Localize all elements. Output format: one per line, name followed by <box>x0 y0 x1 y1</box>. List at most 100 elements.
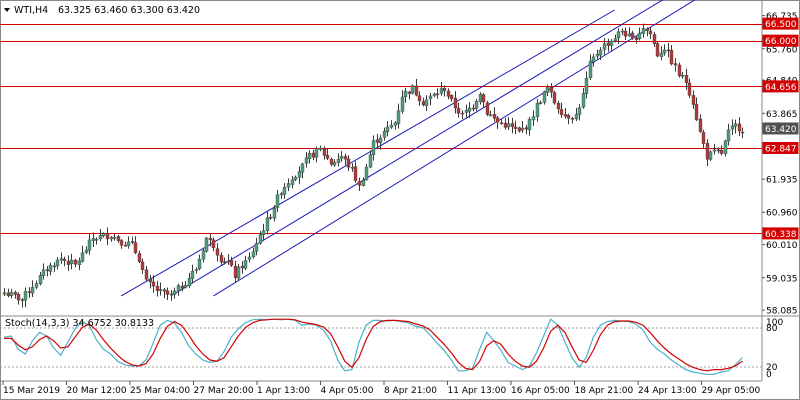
level-label-1: 66.000 <box>765 37 797 47</box>
candle-body <box>726 129 731 142</box>
candle-body <box>318 147 323 150</box>
horizontal-levels <box>0 24 762 234</box>
level-label-4: 60.338 <box>765 230 797 240</box>
ohlc-readout: 63.325 63.460 63.300 63.420 <box>58 5 200 16</box>
candle-body <box>400 96 405 112</box>
time-tick-label: 20 Mar 12:00 <box>67 386 127 396</box>
candle-body <box>314 148 319 158</box>
candle-body <box>588 60 593 78</box>
candle-body <box>201 250 206 260</box>
candle-body <box>488 114 493 117</box>
time-tick-label: 16 Apr 05:00 <box>511 386 570 396</box>
stoch-scale-80: 80 <box>766 324 778 334</box>
candle-body <box>94 238 99 241</box>
candle-body <box>162 289 167 292</box>
candle-body <box>602 43 607 50</box>
candle-body <box>155 285 160 291</box>
candle-body <box>613 38 618 42</box>
candle-body <box>353 166 358 181</box>
candle-body <box>684 75 689 83</box>
candle-body <box>417 95 422 102</box>
candle-body <box>694 104 699 120</box>
candle-body <box>677 64 682 77</box>
time-tick-label: 18 Apr 21:00 <box>575 386 634 396</box>
candle-body <box>62 258 67 261</box>
candle-body <box>282 187 287 195</box>
candle-body <box>346 158 351 168</box>
candle-body <box>123 245 128 247</box>
candle-body <box>27 291 32 293</box>
candle-body <box>446 90 451 97</box>
candle-body <box>45 269 50 271</box>
stoch-scale-0: 0 <box>766 370 772 380</box>
candle-body <box>712 149 717 152</box>
stoch-scale-20: 20 <box>766 363 778 373</box>
candle-body <box>240 265 245 269</box>
candle-body <box>467 107 472 112</box>
candle-body <box>371 140 376 156</box>
candle-body <box>538 102 543 104</box>
level-label-box <box>762 141 799 154</box>
candle-body <box>165 290 170 295</box>
channel-middle-line <box>170 0 664 297</box>
candle-body <box>172 290 177 295</box>
candle-body <box>272 208 277 219</box>
candle-body <box>517 127 522 132</box>
candle-body <box>84 249 89 253</box>
candle-body <box>481 94 486 103</box>
candle-body <box>279 193 284 196</box>
candle-body <box>204 237 209 252</box>
candle-body <box>208 237 213 240</box>
candle-body <box>80 252 85 262</box>
time-tick-label: 29 Apr 05:00 <box>702 386 761 396</box>
candle-body <box>229 260 234 266</box>
candle-body <box>595 54 600 57</box>
candle-body <box>524 127 529 130</box>
candle-body <box>91 238 96 241</box>
candle-body <box>421 101 426 105</box>
candle-body <box>243 260 248 269</box>
candle-body <box>59 258 64 261</box>
price-axis: 66.73565.76064.84063.86562.89061.93560.9… <box>762 12 799 317</box>
candle-body <box>158 289 163 291</box>
candle-body <box>520 127 525 131</box>
time-tick-label: 15 Mar 2019 <box>3 386 60 396</box>
candle-body <box>368 154 373 168</box>
stochastic-label: Stoch(14,3,3) 34.6752 30.8133 <box>5 318 154 329</box>
candle-body <box>329 159 334 165</box>
candle-body <box>66 260 71 265</box>
candle-body <box>254 243 259 252</box>
collapse-triangle-icon[interactable] <box>4 8 10 12</box>
candle-body <box>641 28 646 34</box>
time-tick-label: 8 Apr 21:00 <box>384 386 437 396</box>
candle-body <box>311 152 316 158</box>
time-tick-label: 4 Apr 05:00 <box>321 386 374 396</box>
candle-body <box>9 292 14 296</box>
candle-body <box>705 142 710 160</box>
level-label-2: 64.656 <box>765 83 797 93</box>
candle-body <box>293 176 298 180</box>
candle-body <box>325 155 330 159</box>
candle-body <box>453 97 458 109</box>
candle-body <box>456 107 461 114</box>
candle-body <box>545 87 550 93</box>
candle-body <box>322 148 327 156</box>
candle-body <box>343 156 348 160</box>
candle-body <box>492 113 497 119</box>
time-tick-label: 11 Apr 13:00 <box>448 386 507 396</box>
candle-body <box>570 118 575 120</box>
candle-body <box>268 216 273 219</box>
candle-body <box>361 179 366 186</box>
candle-body <box>133 242 138 253</box>
candle-body <box>332 162 337 166</box>
candle-body <box>385 126 390 133</box>
candle-body <box>98 235 103 240</box>
candle-body <box>719 149 724 154</box>
candle-body <box>187 277 192 286</box>
candle-body <box>645 28 650 31</box>
candle-body <box>304 157 309 164</box>
candle-body <box>708 151 713 160</box>
candle-body <box>38 275 43 285</box>
candlestick-series <box>2 23 745 308</box>
